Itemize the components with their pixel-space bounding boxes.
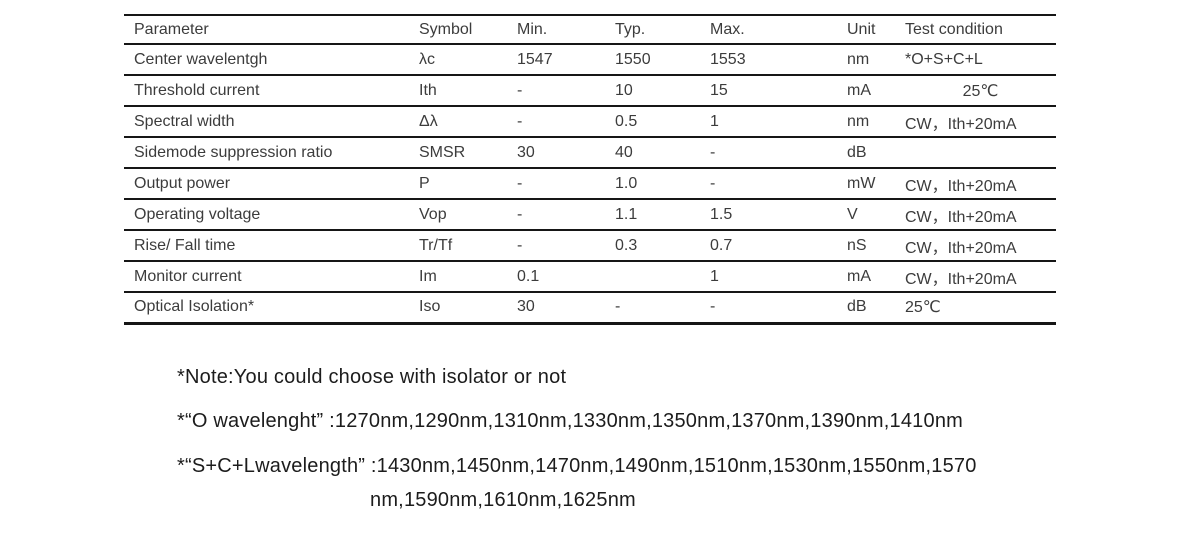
cell-max: 1553 [710,44,847,76]
cell-min: 0.1 [517,261,615,293]
cell-test-condition [905,137,1056,169]
spec-table-header: Parameter Symbol Min. Typ. Max. Unit Tes… [124,15,1056,45]
cell-typ: 1.1 [615,199,710,231]
cell-min: 30 [517,292,615,325]
cell-typ: 0.5 [615,106,710,138]
cell-typ: 1550 [615,44,710,76]
cell-parameter: Threshold current [124,75,419,107]
cell-test-condition: CW，Ith+20mA [905,106,1056,138]
table-row: Sidemode suppression ratio SMSR 30 40- dB [124,137,1056,169]
cell-test-condition: *O+S+C+L [905,44,1056,76]
table-row: Output power P -1.0- mW CW，Ith+20mA [124,168,1056,200]
cell-min: 30 [517,137,615,169]
cell-unit: nm [847,106,905,138]
cell-symbol: Δλ [419,106,517,138]
cell-parameter: Monitor current [124,261,419,293]
cell-unit: mA [847,261,905,293]
cell-symbol: λc [419,44,517,76]
cell-test-condition: 25℃ [905,75,1056,107]
column-header-max: Max. [710,15,847,45]
column-header-symbol: Symbol [419,15,517,45]
note-isolator: *Note:You could choose with isolator or … [177,366,567,388]
note-scl-wavelength-line1: *“S+C+Lwavelength” :1430nm,1450nm,1470nm… [177,455,977,477]
cell-test-condition: CW，Ith+20mA [905,168,1056,200]
cell-symbol: Tr/Tf [419,230,517,262]
cell-test-condition: CW，Ith+20mA [905,199,1056,231]
cell-unit: mW [847,168,905,200]
column-header-parameter: Parameter [124,15,419,45]
cell-parameter: Output power [124,168,419,200]
cell-parameter: Spectral width [124,106,419,138]
cell-max: - [710,168,847,200]
cell-unit: dB [847,292,905,325]
cell-parameter: Center wavelentgh [124,44,419,76]
cell-test-condition: 25℃ [905,292,1056,325]
column-header-test-condition: Test condition [905,15,1056,45]
cell-min: - [517,168,615,200]
cell-parameter: Sidemode suppression ratio [124,137,419,169]
cell-max: 1.5 [710,199,847,231]
cell-symbol: Iso [419,292,517,325]
cell-typ [615,261,710,293]
column-header-min: Min. [517,15,615,45]
spec-table: Parameter Symbol Min. Typ. Max. Unit Tes… [124,14,1056,325]
cell-typ: 40 [615,137,710,169]
spec-table-body: Center wavelentgh λc 1547 1550 1553 nm *O+S+C+… [124,44,1056,325]
cell-min: - [517,230,615,262]
cell-max: 1 [710,261,847,293]
table-row: Rise/ Fall time Tr/Tf -0.3 0.7 nS CW，Ith+20mA [124,230,1056,262]
table-row: Spectral width Δλ -0.5 1 nm CW，Ith+20mA [124,106,1056,138]
cell-min: - [517,106,615,138]
cell-test-condition: CW，Ith+20mA [905,261,1056,293]
table-row: Monitor current Im 0.1 1 mA CW，Ith+20mA [124,261,1056,293]
cell-parameter: Rise/ Fall time [124,230,419,262]
cell-typ: - [615,292,710,325]
cell-unit: mA [847,75,905,107]
cell-unit: nm [847,44,905,76]
note-o-wavelength: *“O wavelenght” :1270nm,1290nm,1310nm,13… [177,410,964,432]
table-row: Threshold current Ith -10 15 mA 25℃ [124,75,1056,107]
cell-parameter: Operating voltage [124,199,419,231]
cell-symbol: Ith [419,75,517,107]
cell-unit: V [847,199,905,231]
cell-unit: dB [847,137,905,169]
cell-symbol: P [419,168,517,200]
cell-min: - [517,75,615,107]
cell-max: 15 [710,75,847,107]
table-row: Operating voltage Vop -1.1 1.5 V CW，Ith+20mA [124,199,1056,231]
cell-max: 0.7 [710,230,847,262]
table-row: Optical Isolation* Iso 30- - dB 25℃ [124,292,1056,325]
cell-typ: 1.0 [615,168,710,200]
cell-max: - [710,292,847,325]
cell-symbol: Im [419,261,517,293]
cell-typ: 0.3 [615,230,710,262]
cell-max: - [710,137,847,169]
cell-min: - [517,199,615,231]
header-row: Parameter Symbol Min. Typ. Max. Unit Tes… [124,15,1056,45]
cell-min: 1547 [517,44,615,76]
note-scl-wavelength-line2: nm,1590nm,1610nm,1625nm [370,489,636,511]
cell-unit: nS [847,230,905,262]
cell-test-condition: CW，Ith+20mA [905,230,1056,262]
column-header-unit: Unit [847,15,905,45]
cell-symbol: SMSR [419,137,517,169]
column-header-typ: Typ. [615,15,710,45]
cell-max: 1 [710,106,847,138]
cell-parameter: Optical Isolation* [124,292,419,325]
cell-typ: 10 [615,75,710,107]
table-row: Center wavelentgh λc 1547 1550 1553 nm *O+S+C+… [124,44,1056,76]
cell-symbol: Vop [419,199,517,231]
